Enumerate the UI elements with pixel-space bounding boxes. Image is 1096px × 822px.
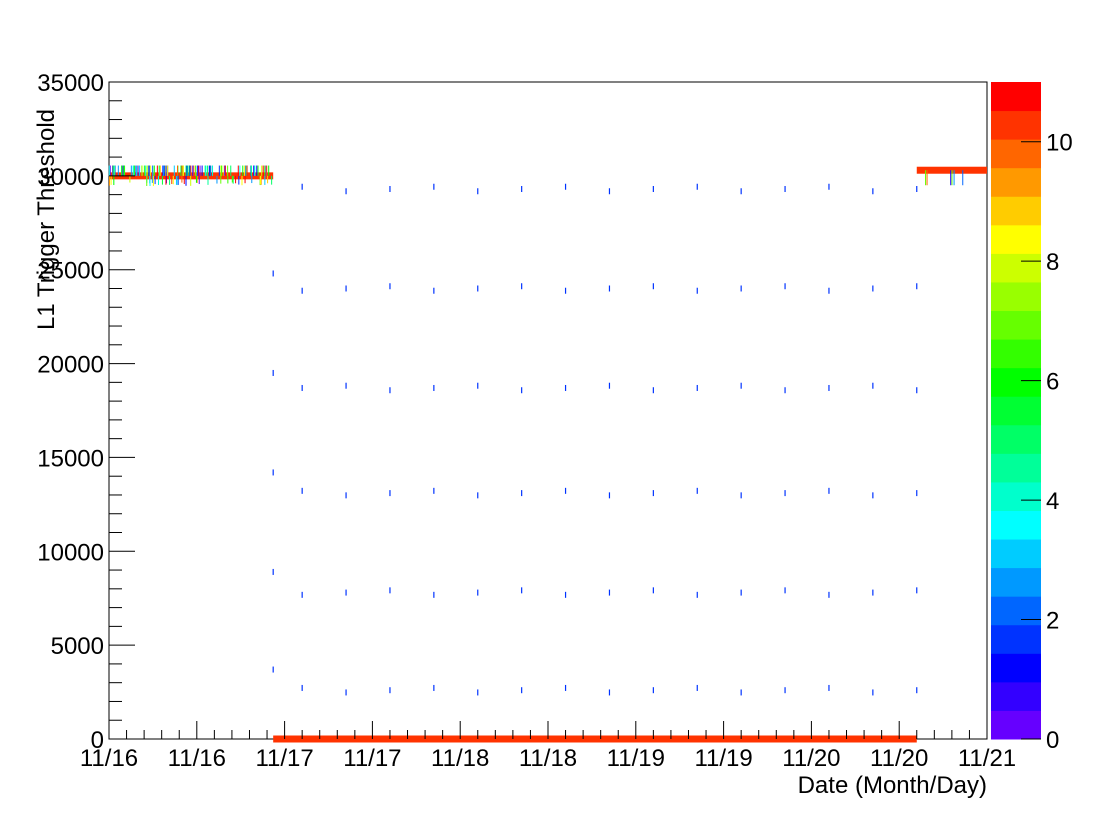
y-axis-title: L1 Trigger Threshold [33,109,60,330]
x-tick-label: 11/17 [343,745,401,772]
colorbar-tick-label: 6 [1046,369,1059,396]
y-tick-label: 30000 [37,164,104,191]
y-tick-label: 25000 [37,258,104,285]
color-swatch [991,510,1041,540]
x-tick-label: 11/20 [870,745,928,772]
y-tick-label: 5000 [51,633,104,660]
color-swatch [991,367,1041,397]
colorbar-tick-label: 0 [1046,727,1059,754]
color-swatch [991,139,1041,169]
y-tick-label: 15000 [37,445,104,472]
color-swatch [991,396,1041,426]
x-axis: 11/16 11/16 11/17 11/17 11/18 11/18 11/19 11/19… [80,721,1016,772]
color-swatch [991,653,1041,683]
colorbar-tick-label: 4 [1046,488,1059,515]
x-tick-label: 11/18 [519,745,577,772]
x-tick-label: 11/20 [782,745,840,772]
x-tick-label: 11/18 [431,745,489,772]
x-tick-label: 11/21 [958,745,1016,772]
data-layer [108,165,987,743]
y-tick-label: 35000 [37,70,104,97]
threshold-segment-1 [273,735,917,743]
x-axis-title: Date (Month/Day) [798,772,987,799]
colorbar-tick-label: 2 [1046,608,1059,635]
color-swatch [991,453,1041,483]
color-swatch [991,539,1041,569]
y-tick-label: 20000 [37,352,104,379]
color-swatch [991,281,1041,312]
colorbar-tick-label: 10 [1046,130,1073,157]
colorbar-tick-label: 8 [1046,249,1059,276]
late-band-marks [925,170,964,186]
x-tick-label: 11/19 [607,745,665,772]
y-axis: 0 5000 10000 15000 20000 25000 30000 35000 [37,70,135,754]
color-swatch [991,167,1041,197]
x-tick-label: 11/16 [80,745,138,772]
color-swatch [991,110,1041,140]
color-swatch [991,481,1041,511]
y-tick-label: 0 [91,727,104,754]
early-band-marks [108,165,273,187]
color-swatch [991,567,1041,597]
color-swatch [991,82,1041,112]
color-swatch [991,681,1041,711]
x-tick-label: 11/16 [168,745,226,772]
color-swatch [991,253,1041,283]
color-swatch [991,624,1041,654]
color-swatch [991,310,1041,340]
color-swatch [991,424,1041,454]
x-tick-label: 11/17 [255,745,313,772]
color-scale-bar: 0 2 4 6 8 10 [991,82,1073,754]
color-swatch [991,596,1041,626]
x-tick-label: 11/19 [694,745,752,772]
color-swatch [991,710,1041,740]
sparse-marks [272,183,918,696]
plot-frame [108,81,988,740]
color-swatch [991,339,1041,369]
color-swatch [991,196,1041,226]
y-tick-label: 10000 [37,539,104,566]
color-swatch [991,224,1041,254]
